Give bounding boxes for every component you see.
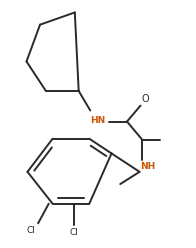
- Text: HN: HN: [90, 116, 106, 125]
- Text: Cl: Cl: [69, 228, 78, 237]
- Text: NH: NH: [141, 162, 156, 171]
- Text: Cl: Cl: [27, 226, 36, 235]
- Text: O: O: [142, 94, 149, 104]
